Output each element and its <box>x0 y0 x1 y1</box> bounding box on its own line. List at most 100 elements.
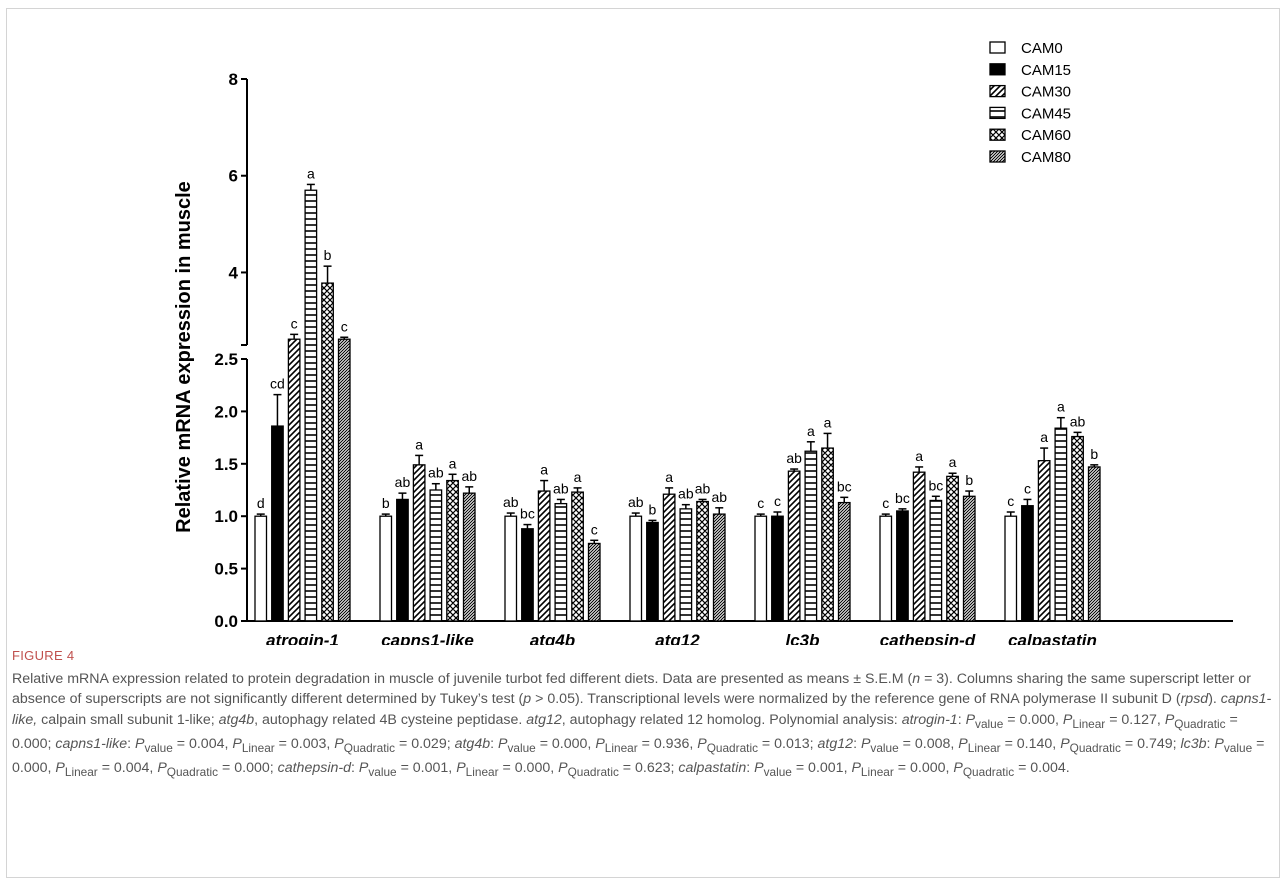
significance-label: ab <box>678 486 694 502</box>
legend-swatch <box>989 41 1006 54</box>
bar <box>837 501 851 622</box>
significance-label: ab <box>695 480 711 496</box>
bar <box>446 479 459 622</box>
y-axis-label: Relative mRNA expression in muscle <box>173 181 195 533</box>
legend-swatch <box>989 106 1006 120</box>
bar <box>1004 515 1018 622</box>
axes: 0.0 0.5 1.0 1.5 2.0 2.5 4 6 8 <box>214 70 1239 631</box>
bar <box>771 515 784 622</box>
bar <box>754 515 768 622</box>
bar <box>287 338 301 622</box>
bar <box>629 515 643 622</box>
significance-label: bc <box>895 490 910 506</box>
significance-label: a <box>415 436 423 452</box>
y-tick-label: 8 <box>229 70 238 89</box>
legend-label: CAM45 <box>1021 105 1071 122</box>
bar <box>1021 505 1034 622</box>
legend-swatch <box>989 63 1006 76</box>
bar <box>1087 466 1101 622</box>
significance-label: c <box>291 315 298 331</box>
legend-label: CAM60 <box>1021 127 1071 144</box>
significance-label: a <box>807 423 815 439</box>
significance-label: a <box>449 455 457 471</box>
significance-label: bc <box>928 477 943 493</box>
y-tick-label: 6 <box>229 167 238 186</box>
significance-label: d <box>257 495 265 511</box>
significance-label: ab <box>503 494 519 510</box>
significance-label: a <box>915 448 923 464</box>
bar <box>537 490 551 622</box>
bar <box>1071 435 1084 622</box>
significance-label: ab <box>628 494 644 510</box>
y-tick-label: 2.0 <box>214 402 238 421</box>
bar <box>787 470 801 622</box>
bar <box>804 450 818 622</box>
bar <box>646 521 659 622</box>
bar <box>1037 460 1051 622</box>
y-tick-label: 0.5 <box>214 560 238 579</box>
legend-swatch <box>989 128 1006 141</box>
significance-label: ab <box>1070 413 1086 429</box>
significance-label: c <box>1024 480 1031 496</box>
bar <box>271 425 284 622</box>
bar <box>254 515 268 622</box>
bar <box>679 508 693 622</box>
significance-label: a <box>665 469 673 485</box>
y-tick-label: 0.0 <box>214 612 238 631</box>
y-tick-label: 2.5 <box>214 350 238 369</box>
significance-label: bc <box>837 478 852 494</box>
legend: CAM0 CAM15 CAM30 CAM45 CAM60 CAM80 <box>989 40 1071 166</box>
x-category-label: atg12 <box>655 631 700 645</box>
significance-label: bc <box>520 506 535 522</box>
significance-label: a <box>1057 399 1065 415</box>
figure-caption: Relative mRNA expression related to prot… <box>12 671 1272 780</box>
significance-label: b <box>1090 446 1098 462</box>
significance-label: ab <box>461 468 477 484</box>
bar <box>396 498 409 622</box>
bars-group: dcdcabcatrogin-1babaabaabcapns1-likeabbc… <box>254 165 1101 645</box>
bar <box>504 515 518 622</box>
significance-label: a <box>1040 429 1048 445</box>
bar <box>821 447 834 622</box>
bar <box>1054 427 1068 622</box>
significance-label: c <box>591 521 598 537</box>
significance-label: cd <box>270 376 285 392</box>
legend-swatch <box>989 150 1006 163</box>
bar <box>337 338 351 622</box>
significance-label: ab <box>553 480 569 496</box>
x-category-label: atg4b <box>530 631 575 645</box>
bar <box>304 189 318 622</box>
significance-label: c <box>341 318 348 334</box>
significance-label: ab <box>786 450 802 466</box>
bar <box>946 475 959 622</box>
significance-label: c <box>774 493 781 509</box>
x-category-label: cathepsin-d <box>880 631 976 645</box>
significance-label: b <box>965 472 973 488</box>
legend-label: CAM80 <box>1021 149 1071 166</box>
significance-label: ab <box>711 489 727 505</box>
legend-swatch <box>989 84 1006 98</box>
figure-label: FIGURE 4 <box>12 648 75 663</box>
x-category-label: capns1-like <box>381 631 474 645</box>
y-tick-label: 4 <box>229 263 239 282</box>
significance-label: c <box>757 495 764 511</box>
x-category-label: calpastatin <box>1008 631 1097 645</box>
bar <box>429 489 443 622</box>
significance-label: b <box>324 247 332 263</box>
significance-label: ab <box>428 465 444 481</box>
significance-label: a <box>574 469 582 485</box>
significance-label: c <box>882 495 889 511</box>
bar <box>662 493 676 622</box>
bar <box>696 500 709 622</box>
axis-break-gap <box>239 347 1239 357</box>
bar <box>879 515 893 622</box>
significance-label: ab <box>395 474 411 490</box>
significance-label: a <box>949 454 957 470</box>
bar <box>379 515 393 622</box>
significance-label: a <box>540 462 548 478</box>
significance-label: a <box>824 414 832 430</box>
significance-label: a <box>307 165 315 181</box>
legend-label: CAM15 <box>1021 62 1071 79</box>
bar <box>521 528 534 622</box>
bar <box>896 510 909 622</box>
